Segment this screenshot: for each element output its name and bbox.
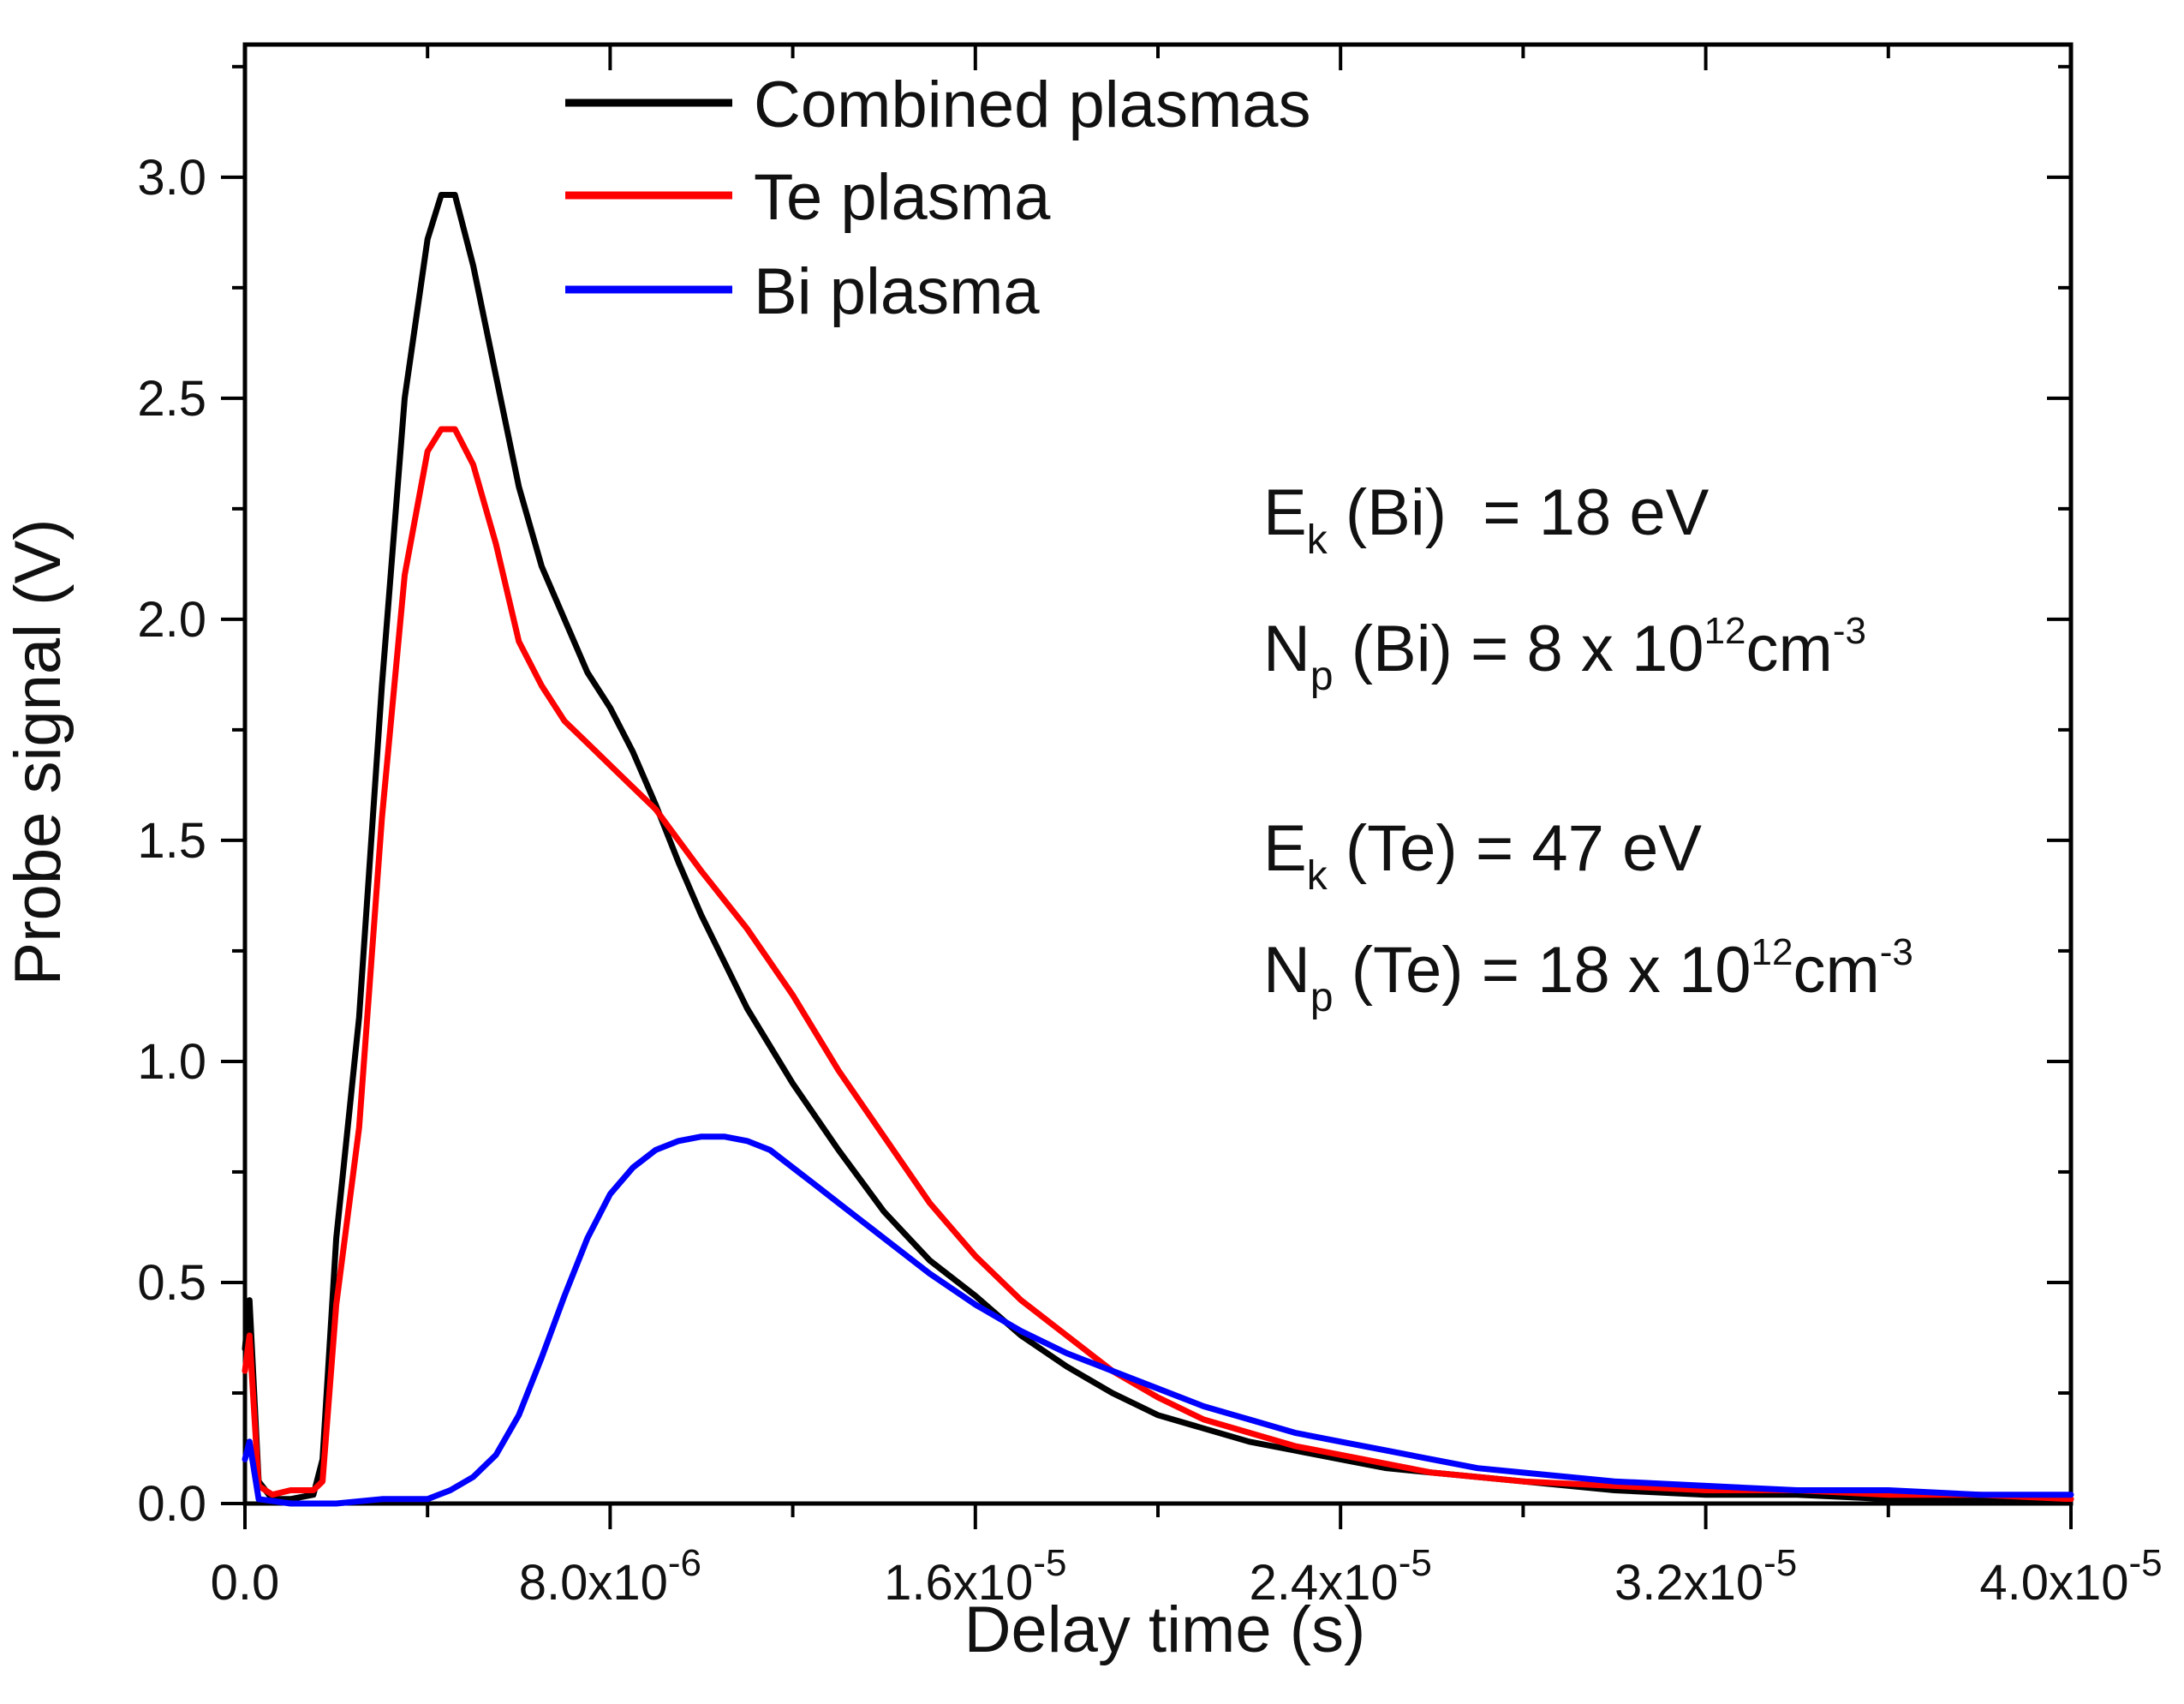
y-tick-label: 2.0 <box>137 592 206 648</box>
series-line-combined-plasmas <box>242 192 2074 1503</box>
annotation-np-te: Np (Te) = 18 x 1012cm-3 <box>1263 931 1913 1020</box>
y-tick-label: 1.5 <box>137 813 206 869</box>
tick-labels: 0.0 8.0x10-6 1.6x10-5 2.4x10-5 3.2x10-5 4.0x1… <box>137 150 2162 1611</box>
x-tick-label: 1.6x10-5 <box>884 1542 1066 1611</box>
series-line-bi-plasma <box>242 1133 2074 1507</box>
axis-ticks <box>221 45 2073 1529</box>
y-tick-label: 0.0 <box>137 1476 206 1532</box>
annotation-ek-bi: Ek (Bi) = 18 eV <box>1263 476 1710 563</box>
x-tick-label: 2.4x10-5 <box>1250 1542 1432 1611</box>
annotation-ek-te: Ek (Te) = 47 eV <box>1263 812 1702 899</box>
series-layer <box>242 192 2074 1507</box>
y-tick-label: 2.5 <box>137 371 206 427</box>
annotation-np-bi: Np (Bi) = 8 x 1012cm-3 <box>1263 610 1866 699</box>
plot-frame <box>242 42 2074 1506</box>
x-tick-label: 8.0x10-6 <box>519 1542 701 1611</box>
y-tick-label: 1.0 <box>137 1034 206 1090</box>
x-tick-label: 0.0 <box>211 1555 280 1611</box>
y-axis-title: Probe signal (V) <box>2 519 75 986</box>
annotations: Ek (Bi) = 18 eV Np (Bi) = 8 x 1012cm-3 E… <box>1263 476 1913 1020</box>
y-tick-label: 0.5 <box>137 1255 206 1311</box>
legend-label-bi: Bi plasma <box>754 255 1040 328</box>
x-tick-label: 4.0x10-5 <box>1979 1542 2162 1611</box>
legend-label-te: Te plasma <box>754 161 1051 234</box>
series-line-te-plasma <box>242 426 2074 1503</box>
legend: Combined plasmas Te plasma Bi plasma <box>565 69 1311 328</box>
x-tick-label: 3.2x10-5 <box>1614 1542 1797 1611</box>
x-axis-title: Delay time (s) <box>964 1593 1366 1666</box>
plot-area-border <box>242 42 2074 1506</box>
legend-label-combined: Combined plasmas <box>754 69 1311 141</box>
y-tick-label: 3.0 <box>137 150 206 206</box>
